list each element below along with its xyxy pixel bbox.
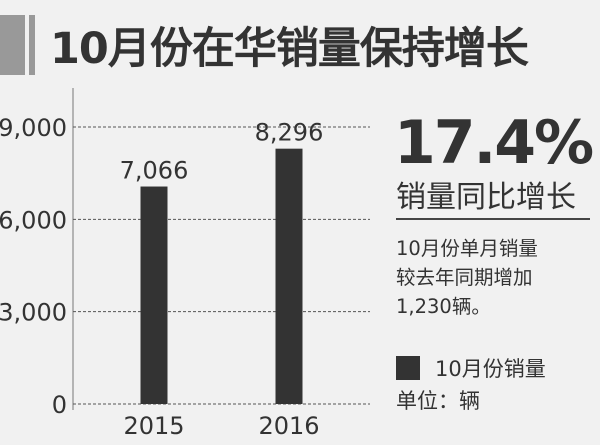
bar-2015 — [140, 186, 168, 404]
legend-label: 10月份销量 — [435, 357, 546, 381]
y-tick-label: 0 — [52, 391, 67, 419]
description-line: 较去年同期增加 — [396, 266, 533, 289]
description-line: 1,230辆。 — [396, 295, 491, 318]
description: 10月份单月销量 较去年同期增加 1,230辆。 — [396, 234, 596, 321]
y-tick-label: 3,000 — [0, 299, 67, 327]
x-tick-label: 2015 — [123, 412, 184, 440]
divider — [396, 218, 590, 220]
legend-swatch — [396, 356, 420, 380]
unit-label: 单位：辆 — [396, 389, 480, 413]
y-tick-label: 9,000 — [0, 114, 67, 142]
x-tick-label: 2016 — [258, 412, 319, 440]
bar-2016 — [275, 148, 303, 404]
growth-value: 17.4% — [394, 108, 594, 178]
data-label: 7,066 — [120, 157, 189, 185]
page-title: 10月份在华销量保持增长 — [50, 24, 529, 74]
y-tick-label: 6,000 — [0, 206, 67, 234]
title-accent-bar — [29, 15, 35, 75]
growth-label: 销量同比增长 — [396, 180, 576, 215]
description-line: 10月份单月销量 — [396, 237, 538, 260]
bar-chart: 0 3,000 6,000 9,000 7,066 2015 8,296 2016 — [0, 88, 370, 440]
title-accent-block — [0, 15, 25, 75]
legend: 10月份销量 — [396, 353, 546, 383]
data-label: 8,296 — [255, 119, 324, 147]
